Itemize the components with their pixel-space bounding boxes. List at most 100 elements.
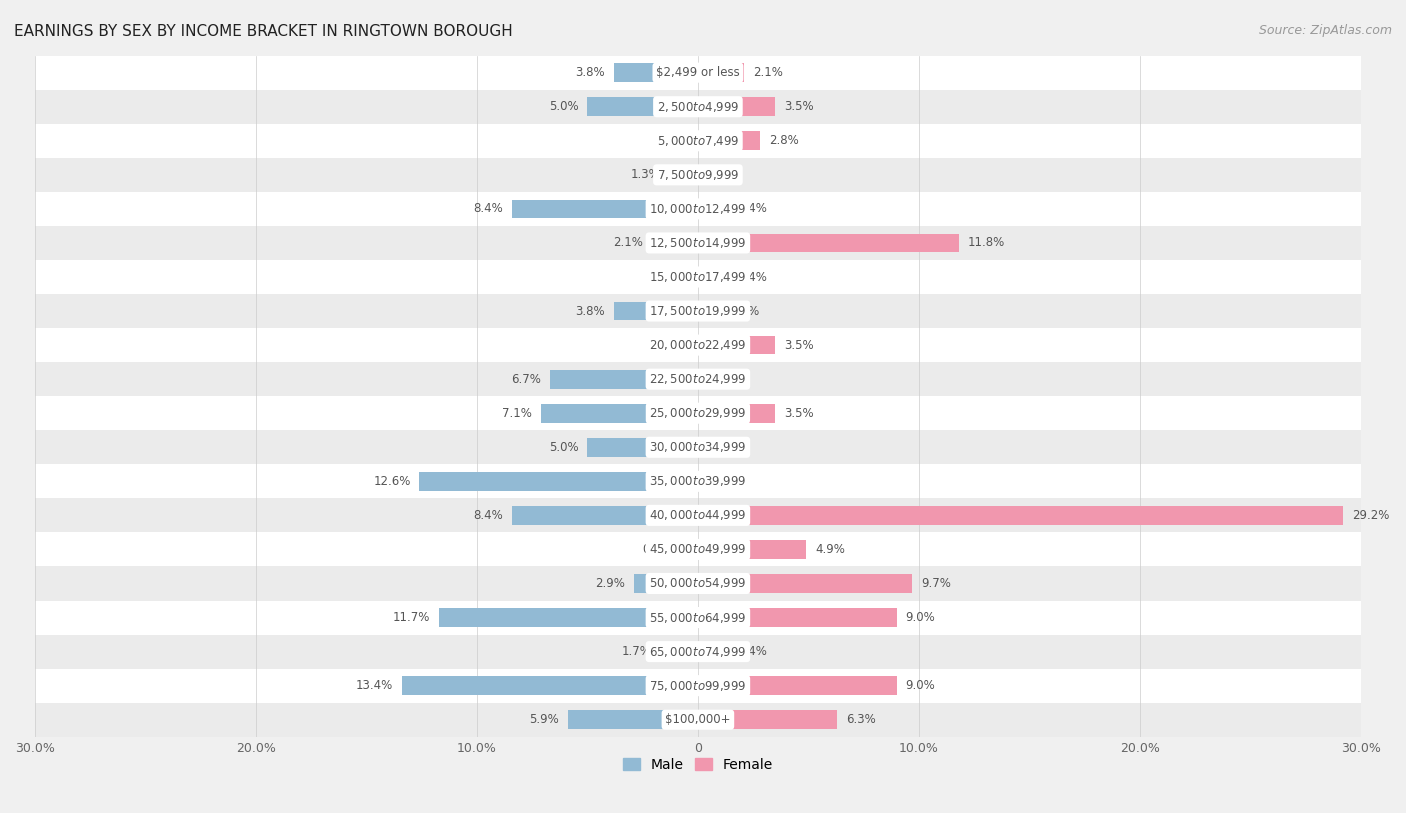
Bar [550, 370, 697, 389]
Bar [35, 430, 1361, 464]
Text: 8.4%: 8.4% [474, 509, 503, 522]
Bar [697, 608, 897, 627]
Bar [614, 302, 697, 320]
Text: 3.8%: 3.8% [575, 305, 605, 318]
Text: 1.4%: 1.4% [738, 271, 768, 284]
Text: $25,000 to $29,999: $25,000 to $29,999 [650, 406, 747, 420]
Text: $50,000 to $54,999: $50,000 to $54,999 [650, 576, 747, 590]
Bar [35, 89, 1361, 124]
Bar [35, 498, 1361, 533]
Text: 9.0%: 9.0% [905, 679, 935, 692]
Bar [697, 540, 806, 559]
Text: 8.4%: 8.4% [474, 202, 503, 215]
Text: $20,000 to $22,499: $20,000 to $22,499 [650, 338, 747, 352]
Bar [439, 608, 697, 627]
Text: 0.0%: 0.0% [707, 168, 737, 181]
Bar [634, 574, 697, 593]
Bar [588, 98, 697, 116]
Text: 9.7%: 9.7% [921, 577, 950, 590]
Bar [697, 132, 759, 150]
Text: 0.0%: 0.0% [707, 441, 737, 454]
Bar [35, 328, 1361, 362]
Text: 0.0%: 0.0% [659, 338, 689, 351]
Bar [697, 676, 897, 695]
Bar [697, 642, 728, 661]
Text: 13.4%: 13.4% [356, 679, 392, 692]
Bar [402, 676, 697, 695]
Text: $55,000 to $64,999: $55,000 to $64,999 [650, 611, 747, 624]
Bar [35, 260, 1361, 294]
Text: 9.0%: 9.0% [905, 611, 935, 624]
Bar [568, 711, 697, 729]
Text: 0.0%: 0.0% [707, 475, 737, 488]
Text: 6.3%: 6.3% [846, 713, 876, 726]
Text: 11.8%: 11.8% [967, 237, 1005, 250]
Text: 2.1%: 2.1% [754, 66, 783, 79]
Text: 2.1%: 2.1% [613, 237, 643, 250]
Bar [35, 192, 1361, 226]
Legend: Male, Female: Male, Female [617, 752, 779, 777]
Text: 5.9%: 5.9% [529, 713, 558, 726]
Text: 1.4%: 1.4% [738, 645, 768, 658]
Text: $100,000+: $100,000+ [665, 713, 731, 726]
Bar [697, 506, 1343, 524]
Text: $2,500 to $4,999: $2,500 to $4,999 [657, 100, 740, 114]
Bar [661, 642, 697, 661]
Bar [697, 404, 775, 423]
Text: Source: ZipAtlas.com: Source: ZipAtlas.com [1258, 24, 1392, 37]
Text: $40,000 to $44,999: $40,000 to $44,999 [650, 508, 747, 523]
Bar [512, 199, 697, 218]
Bar [614, 63, 697, 82]
Text: $22,500 to $24,999: $22,500 to $24,999 [650, 372, 747, 386]
Bar [35, 567, 1361, 601]
Bar [35, 635, 1361, 668]
Text: 1.7%: 1.7% [621, 645, 651, 658]
Bar [697, 233, 959, 252]
Text: 7.1%: 7.1% [502, 406, 531, 420]
Text: 1.3%: 1.3% [631, 168, 661, 181]
Text: 3.8%: 3.8% [575, 66, 605, 79]
Text: 12.6%: 12.6% [373, 475, 411, 488]
Text: 0.69%: 0.69% [723, 305, 759, 318]
Text: 4.9%: 4.9% [815, 543, 845, 556]
Bar [35, 226, 1361, 260]
Text: $15,000 to $17,499: $15,000 to $17,499 [650, 270, 747, 284]
Text: $65,000 to $74,999: $65,000 to $74,999 [650, 645, 747, 659]
Text: $75,000 to $99,999: $75,000 to $99,999 [650, 679, 747, 693]
Bar [35, 601, 1361, 635]
Bar [669, 166, 697, 185]
Text: 3.5%: 3.5% [785, 100, 814, 113]
Text: 0.42%: 0.42% [643, 543, 679, 556]
Bar [689, 540, 697, 559]
Bar [697, 574, 912, 593]
Text: $35,000 to $39,999: $35,000 to $39,999 [650, 474, 747, 489]
Bar [541, 404, 697, 423]
Text: 3.5%: 3.5% [785, 406, 814, 420]
Bar [35, 464, 1361, 498]
Bar [35, 294, 1361, 328]
Bar [35, 362, 1361, 396]
Text: 0.0%: 0.0% [659, 271, 689, 284]
Bar [651, 233, 697, 252]
Text: 6.7%: 6.7% [512, 372, 541, 385]
Bar [697, 267, 728, 286]
Text: 2.8%: 2.8% [769, 134, 799, 147]
Text: $10,000 to $12,499: $10,000 to $12,499 [650, 202, 747, 216]
Bar [697, 336, 775, 354]
Text: $7,500 to $9,999: $7,500 to $9,999 [657, 167, 740, 182]
Text: 2.9%: 2.9% [595, 577, 626, 590]
Text: 5.0%: 5.0% [548, 441, 579, 454]
Bar [35, 396, 1361, 430]
Bar [697, 302, 713, 320]
Text: $12,500 to $14,999: $12,500 to $14,999 [650, 236, 747, 250]
Text: 11.7%: 11.7% [394, 611, 430, 624]
Bar [35, 668, 1361, 702]
Text: $17,500 to $19,999: $17,500 to $19,999 [650, 304, 747, 318]
Bar [697, 98, 775, 116]
Text: 5.0%: 5.0% [548, 100, 579, 113]
Text: 3.5%: 3.5% [785, 338, 814, 351]
Text: 0.0%: 0.0% [659, 134, 689, 147]
Bar [35, 55, 1361, 89]
Text: $30,000 to $34,999: $30,000 to $34,999 [650, 441, 747, 454]
Text: $45,000 to $49,999: $45,000 to $49,999 [650, 542, 747, 556]
